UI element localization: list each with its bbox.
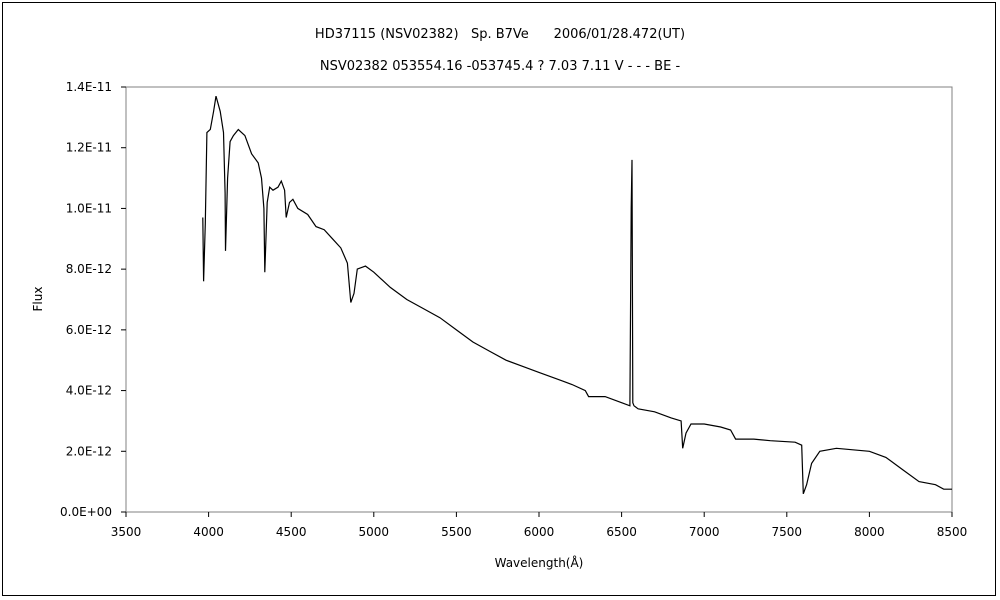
- x-tick-label: 4000: [193, 525, 224, 539]
- y-tick-label: 2.0E-12: [66, 444, 112, 458]
- x-tick-label: 5000: [359, 525, 390, 539]
- y-tick-label: 1.0E-11: [66, 201, 112, 215]
- x-tick-label: 3500: [111, 525, 142, 539]
- chart-title: HD37115 (NSV02382) Sp. B7Ve 2006/01/28.4…: [314, 27, 686, 42]
- x-axis-label: Wavelength(Å): [495, 555, 584, 570]
- y-tick-label: 8.0E-12: [66, 262, 112, 276]
- x-tick-label: 8000: [854, 525, 885, 539]
- x-tick-label: 6500: [606, 525, 637, 539]
- y-tick-label: 1.2E-11: [66, 141, 112, 155]
- x-tick-label: 8500: [937, 525, 968, 539]
- x-tick-label: 7500: [772, 525, 803, 539]
- spectrum-line: [202, 95, 952, 495]
- chart-subtitle: NSV02382 053554.16 -053745.4 ? 7.03 7.11…: [319, 59, 681, 74]
- x-tick-label: 6000: [524, 525, 555, 539]
- x-tick-label: 5500: [441, 525, 472, 539]
- x-tick-label: 4500: [276, 525, 307, 539]
- y-tick-label: 6.0E-12: [66, 323, 112, 337]
- x-tick-label: 7000: [689, 525, 720, 539]
- y-tick-label: 4.0E-12: [66, 384, 112, 398]
- y-tick-label: 0.0E+00: [60, 505, 112, 519]
- y-axis-label: Flux: [31, 287, 45, 312]
- y-tick-label: 1.4E-11: [66, 80, 112, 94]
